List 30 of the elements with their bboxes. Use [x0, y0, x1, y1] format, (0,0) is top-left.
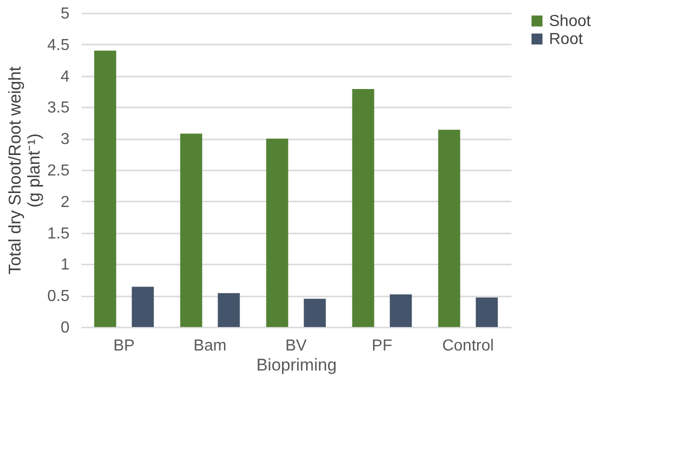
bar	[266, 138, 288, 327]
bar	[218, 293, 240, 327]
y-tick-label: 5	[60, 6, 70, 22]
legend-label: Root	[549, 31, 584, 48]
bar	[352, 88, 374, 327]
y-tick-label: 1.5	[47, 225, 70, 242]
y-tick-label: 2.5	[47, 162, 70, 180]
bar	[390, 294, 412, 327]
x-axis-title: Biopriming	[256, 356, 337, 374]
y-tick-label: 0.5	[47, 288, 70, 306]
y-tick-label: 0	[60, 320, 70, 336]
bar	[94, 50, 116, 327]
x-tick-label: PF	[372, 338, 392, 354]
y-tick-label: 2	[60, 194, 70, 211]
bar	[132, 286, 154, 327]
bar	[304, 298, 326, 327]
x-tick-label: BP	[113, 338, 135, 354]
legend-label: Shoot	[549, 13, 592, 30]
bar	[438, 130, 460, 327]
x-tick-label: Bam	[194, 338, 226, 354]
y-tick-label: 3	[60, 131, 70, 148]
x-tick-label: Control	[442, 338, 494, 354]
y-axis-title: Total dry Shoot/Root weight (g plant⁻¹)	[5, 66, 44, 274]
y-tick-label: 4	[60, 68, 70, 86]
bar	[476, 297, 498, 327]
bar	[180, 134, 202, 327]
y-tick-label: 3.5	[47, 100, 70, 117]
x-tick-label: BV	[285, 338, 307, 354]
y-tick-label: 4.5	[47, 36, 70, 54]
y-tick-label: 1	[60, 256, 70, 274]
